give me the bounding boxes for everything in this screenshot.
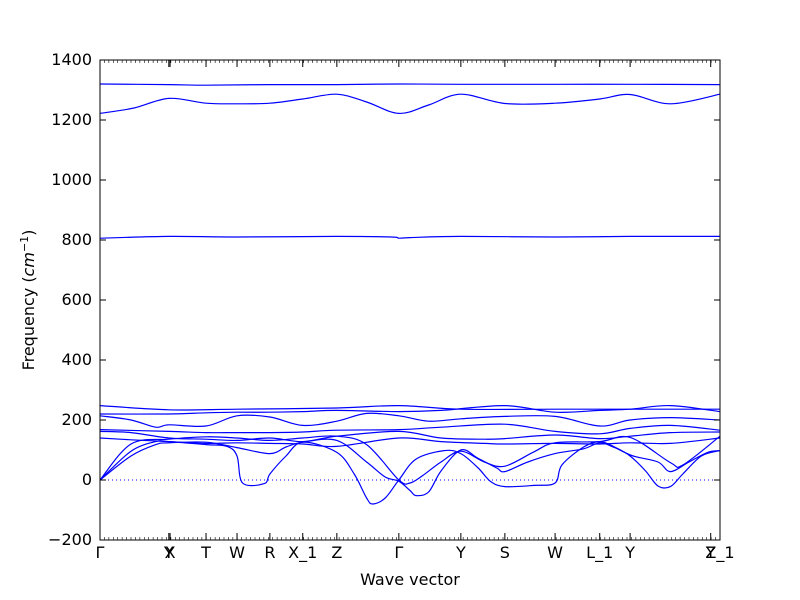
y-axis-label-text: Frequency ( (19, 276, 38, 370)
band-line-2 (99, 93, 721, 115)
x-tick-label: Γ (394, 543, 403, 562)
y-axis-label-close: ) (19, 230, 38, 236)
band-line-11 (99, 438, 721, 497)
x-axis-ticks: Γ YX T W R X_1 Z Γ Y S W L_1 Y YZ_1 (96, 60, 735, 563)
y-tick-label: 400 (61, 350, 92, 369)
band-line-7 (99, 423, 721, 435)
x-tick-label: W (229, 543, 245, 562)
x-tick-label: Y (163, 543, 174, 562)
band-line-8 (99, 430, 721, 443)
x-tick-label: S (500, 543, 510, 562)
y-axis-label-unit: cm (19, 252, 38, 276)
band-line-6 (99, 412, 721, 428)
x-tick-label: W (547, 543, 563, 562)
x-tick-label: Z_1 (705, 543, 734, 563)
band-line-4 (99, 404, 721, 411)
y-axis-label: Frequency (cm−1) (18, 230, 38, 371)
band-line-1 (99, 83, 721, 86)
x-tick-label: T (200, 543, 211, 562)
x-tick-label: Y (624, 543, 635, 562)
y-tick-label: 800 (61, 230, 92, 249)
y-tick-label: 0 (82, 470, 92, 489)
y-axis-label-exponent: −1 (18, 236, 31, 252)
y-tick-label: 200 (61, 410, 92, 429)
band-line-12 (99, 435, 721, 485)
plot-frame (99, 59, 721, 541)
y-tick-label: 1000 (51, 170, 92, 189)
band-line-5 (99, 404, 721, 415)
band-line-10 (99, 440, 721, 505)
x-tick-label: Γ (96, 543, 105, 562)
x-axis-label: Wave vector (360, 570, 460, 589)
x-tick-label: X (165, 543, 176, 562)
y-tick-label: −200 (48, 530, 92, 549)
y-tick-label: 600 (61, 290, 92, 309)
x-tick-label: L_1 (586, 543, 613, 563)
y-tick-label: 1400 (51, 50, 92, 69)
x-tick-label: Y (705, 543, 716, 562)
x-tick-label: R (264, 543, 275, 562)
band-lines (99, 83, 721, 505)
y-axis-ticks: −200 0 200 400 600 800 1000 1200 1400 (48, 50, 720, 549)
band-line-3 (99, 235, 721, 239)
y-tick-label: 1200 (51, 110, 92, 129)
x-tick-label: X_1 (288, 543, 317, 563)
band-line-9 (99, 437, 721, 448)
x-tick-label: Y (455, 543, 466, 562)
x-tick-label: Z (331, 543, 342, 562)
